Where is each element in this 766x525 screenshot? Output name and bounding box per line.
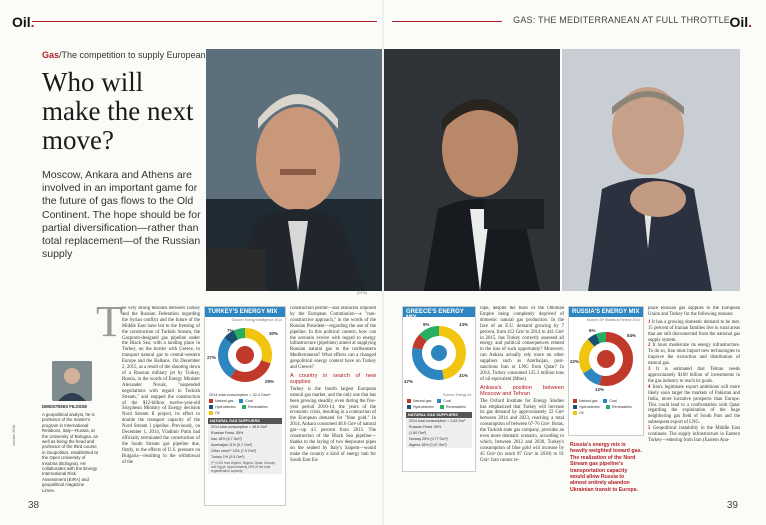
chart-greece: GREECE'S ENERGY MIX 9% 13% 47% 31% Sourc… bbox=[402, 306, 476, 472]
page-gutter bbox=[382, 0, 384, 525]
photo-tsipras bbox=[384, 49, 560, 291]
pull-quote: Russia's energy mix is heavily weighted … bbox=[570, 442, 642, 493]
body-text-3: rope, despite the fears of the Ottoman E… bbox=[480, 306, 564, 382]
chart-turkey-donut: 7% 30% 27% 29% bbox=[207, 328, 278, 384]
author-bio: A geopolitical analyst, he is professor … bbox=[42, 412, 98, 493]
map-turkey bbox=[236, 346, 254, 364]
photo-putin bbox=[562, 49, 740, 291]
svg-text:9%: 9% bbox=[423, 322, 430, 327]
reason-5: Geopolitical instability in the Middle E… bbox=[648, 426, 740, 443]
reason-4: Iran's legitimate export ambitions will … bbox=[648, 384, 740, 426]
body-text-3b: The Oxford Institute for Energy Studies … bbox=[480, 398, 564, 463]
turkey-gas-row: Turkey 1% (0.5 Gm³) bbox=[211, 455, 245, 460]
subhead-1: A country in search of new supplies bbox=[290, 372, 376, 385]
turkey-gas-suppliers: NATURAL GAS SUPPLIERS 2014 total consump… bbox=[208, 418, 282, 475]
slice-coal bbox=[218, 328, 272, 382]
magazine-logo-left: Oil. bbox=[12, 14, 35, 30]
body-column-4: place Russian gas supplies to the Europe… bbox=[648, 306, 740, 443]
greece-gas-row: Russian Fedst. 59% bbox=[409, 425, 442, 430]
body-column-2: construction permit—and obstacles impose… bbox=[290, 306, 376, 512]
headline: Who will make the next move? bbox=[42, 67, 194, 155]
pct-tl: 7% bbox=[227, 328, 234, 333]
author-box: DIMOSTENIS FILOSSE A geopolitical analys… bbox=[42, 301, 98, 493]
body-column-3: rope, despite the fears of the Ottoman E… bbox=[480, 306, 564, 512]
chart-russia-legend: Natural gas Coal Hydroelectric Renewable… bbox=[569, 398, 643, 416]
kicker: Gas/The competition to supply European bbox=[42, 50, 206, 60]
running-head: GAS: THE MEDITERRANEAN AT FULL THROTTLE bbox=[513, 15, 730, 25]
greece-gas-row: Algeria 18% (0.47 Gm³) bbox=[409, 443, 447, 448]
body-column-1: he very strong tensions between Turkey a… bbox=[122, 306, 200, 512]
pct-tr: 30% bbox=[269, 331, 278, 336]
chart-russia: RUSSIA'S ENERGY MIX Source: BP Statistic… bbox=[568, 306, 644, 436]
chart-russia-donut: 6% 54% 22% 12% bbox=[570, 328, 636, 392]
reason-3: It is estimated that Tehran needs approx… bbox=[648, 367, 740, 384]
turkey-gas-row: Russian Fedst. 55% bbox=[211, 431, 244, 436]
svg-text:13%: 13% bbox=[459, 322, 468, 327]
page-number-right: 39 bbox=[726, 500, 738, 511]
reason-1: It has a growing domestic demand to be m… bbox=[648, 319, 740, 343]
greece-gas-suppliers: NATURAL GAS SUPPLIERS 2014 total consump… bbox=[406, 412, 472, 449]
turkey-gas-row: Iran 18% (8.7 Gm³) bbox=[211, 437, 242, 442]
pct-b: 29% bbox=[265, 379, 274, 384]
svg-text:47%: 47% bbox=[404, 379, 413, 384]
photo-erdogan bbox=[206, 49, 382, 291]
header-rule-left bbox=[32, 21, 377, 22]
page-number-left: 38 bbox=[28, 500, 40, 511]
turkey-gas-head: NATURAL GAS SUPPLIERS bbox=[208, 418, 282, 425]
chart-turkey-source: Source: Energy Intelligence 2014 bbox=[232, 318, 282, 322]
body-text-4: place Russian gas supplies to the Europe… bbox=[648, 306, 740, 317]
chart-greece-source: Source: Energy Int. bbox=[442, 393, 472, 397]
chart-turkey-legend: Natural gas Coal Hydroelectric Renewable… bbox=[205, 398, 285, 416]
svg-text:54%: 54% bbox=[627, 333, 636, 338]
drop-cap: T bbox=[96, 297, 123, 346]
turkey-gas-note: (**) LNG from Algeria, Nigeria, Qatar, N… bbox=[211, 461, 275, 474]
author-photo bbox=[52, 361, 92, 401]
chart-turkey-sub: 2014 total consumption = 32.4 Gtoe* bbox=[209, 393, 271, 397]
magazine-logo-right: Oil. bbox=[729, 14, 752, 30]
author-name: DIMOSTENIS FILOSSE bbox=[42, 404, 88, 409]
greece-gas-row: (1.80 Gm³) bbox=[409, 431, 427, 436]
pct-l: 27% bbox=[207, 355, 216, 360]
greece-gas-head: NATURAL GAS SUPPLIERS bbox=[406, 412, 472, 419]
svg-text:12%: 12% bbox=[595, 387, 604, 392]
slice-renew bbox=[218, 328, 272, 382]
body-text-2b: Turkey is the fourth largest European na… bbox=[290, 386, 376, 463]
issue-tag: number 2016 bbox=[12, 424, 16, 446]
greece-gas-row: 2014 total consumption = 2.83 Gm³ bbox=[409, 419, 466, 424]
deck: Moscow, Ankara and Athens are involved i… bbox=[42, 169, 201, 261]
chart-turkey-title: TURKEY'S ENERGY MIX bbox=[205, 307, 285, 317]
turkey-gas-row: Other ones** 15% (7.5 Gm³) bbox=[211, 449, 257, 454]
header-rule-right bbox=[392, 21, 502, 22]
turkey-gas-row: 2014 total consumption = 48.6 Gm³ bbox=[211, 425, 268, 430]
reason-2: It must modernize its energy infrastruct… bbox=[648, 343, 740, 367]
svg-text:6%: 6% bbox=[589, 328, 596, 333]
body-text-2: construction permit—and obstacles impose… bbox=[290, 306, 376, 371]
chart-russia-title: RUSSIA'S ENERGY MIX bbox=[569, 307, 643, 317]
svg-text:31%: 31% bbox=[459, 373, 468, 378]
chart-greece-title: GREECE'S ENERGY MIX bbox=[403, 307, 475, 321]
chart-turkey: TURKEY'S ENERGY MIX Source: Energy Intel… bbox=[204, 306, 286, 506]
subhead-2: Ankara's position between Moscow and Teh… bbox=[480, 384, 564, 397]
turkey-gas-row: Azerbaijan 11% (5.7 Gm³) bbox=[211, 443, 253, 448]
photo-credit: (EPA) bbox=[357, 290, 368, 295]
slice-gas bbox=[218, 328, 272, 382]
chart-greece-legend: Natural gas Coal Hydroelectric Renewable… bbox=[403, 398, 475, 410]
svg-text:22%: 22% bbox=[570, 359, 579, 364]
body-text-1: he very strong tensions between Turkey a… bbox=[122, 306, 200, 465]
chart-russia-source: Source: BP Statistical Review 2014 bbox=[586, 318, 640, 322]
greece-gas-row: Norway 26% (0.77 Gm³) bbox=[409, 437, 448, 442]
chart-greece-donut: 9% 13% 47% 31% bbox=[404, 322, 468, 384]
